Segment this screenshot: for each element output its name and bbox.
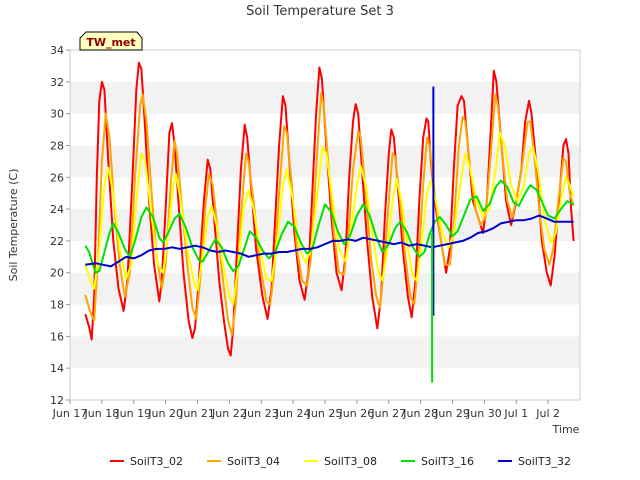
series-line-soilt3_32 (85, 214, 574, 268)
y-tick-label: 12 (50, 394, 64, 407)
station-badge-box (79, 31, 143, 51)
y-tick-label: 14 (50, 362, 64, 375)
y-tick-label: 34 (50, 44, 64, 57)
grid-band (70, 304, 580, 337)
grid-bands (70, 50, 580, 400)
grid-band (70, 272, 580, 305)
x-tick-label: Jun 18 (84, 407, 120, 420)
grid-band (70, 336, 580, 369)
y-axis-ticks: 12 14 16 18 20 22 24 26 28 30 32 34 (50, 44, 70, 407)
x-tick-label: Jun 30 (466, 407, 502, 420)
x-tick-label: Jul 1 (503, 407, 528, 420)
y-tick-label: 20 (50, 267, 64, 280)
series-line-soilt3_16 (84, 179, 575, 274)
y-tick-label: 16 (50, 330, 64, 343)
x-tick-label: Jun 26 (339, 407, 375, 420)
x-tick-label: Jun 23 (243, 407, 279, 420)
legend-label: SoilT3_02 (130, 455, 183, 468)
y-tick-label: 18 (50, 299, 64, 312)
x-tick-label: Jun 22 (211, 407, 247, 420)
y-tick-label: 30 (50, 108, 64, 121)
series-line-soilt3_08 (84, 131, 575, 306)
y-tick-label: 28 (50, 139, 64, 152)
legend-label: SoilT3_04 (227, 455, 280, 468)
y-tick-label: 26 (50, 171, 64, 184)
series-lines (84, 61, 575, 383)
x-tick-label: Jun 19 (115, 407, 151, 420)
x-tick-label: Jul 2 (535, 407, 560, 420)
station-badge: TW_met (79, 31, 143, 51)
x-tick-label: Jun 20 (147, 407, 183, 420)
y-tick-label: 32 (50, 76, 64, 89)
x-tick-label: Jun 25 (307, 407, 343, 420)
y-tick-label: 22 (50, 235, 64, 248)
x-axis-label: Time (552, 423, 580, 436)
y-axis-label: Soil Temperature (C) (7, 169, 20, 282)
legend-label: SoilT3_08 (324, 455, 377, 468)
x-tick-label: Jun 24 (275, 407, 311, 420)
grid-band (70, 81, 580, 114)
x-tick-label: Jun 29 (434, 407, 470, 420)
legend-label: SoilT3_32 (518, 455, 571, 468)
x-tick-label: Jun 21 (179, 407, 215, 420)
legend-label: SoilT3_16 (421, 455, 474, 468)
legend: SoilT3_02 SoilT3_04 SoilT3_08 SoilT3_16 Soil… (110, 455, 571, 468)
x-tick-label: Jun 17 (52, 407, 88, 420)
grid-band (70, 209, 580, 241)
x-tick-label: Jun 27 (370, 407, 406, 420)
chart-title: Soil Temperature Set 3 (246, 4, 394, 19)
grid-band (70, 368, 580, 400)
legend-item-soilt3_02: SoilT3_02 (110, 455, 183, 468)
legend-item-soilt3_04: SoilT3_04 (207, 455, 280, 468)
legend-item-soilt3_32: SoilT3_32 (498, 455, 571, 468)
grid-band (70, 50, 580, 82)
y-tick-label: 24 (50, 203, 64, 216)
legend-item-soilt3_08: SoilT3_08 (304, 455, 377, 468)
x-tick-label: Jun 28 (402, 407, 438, 420)
station-badge-label: TW_met (86, 36, 135, 49)
legend-item-soilt3_16: SoilT3_16 (401, 455, 474, 468)
grid-band (70, 240, 580, 273)
